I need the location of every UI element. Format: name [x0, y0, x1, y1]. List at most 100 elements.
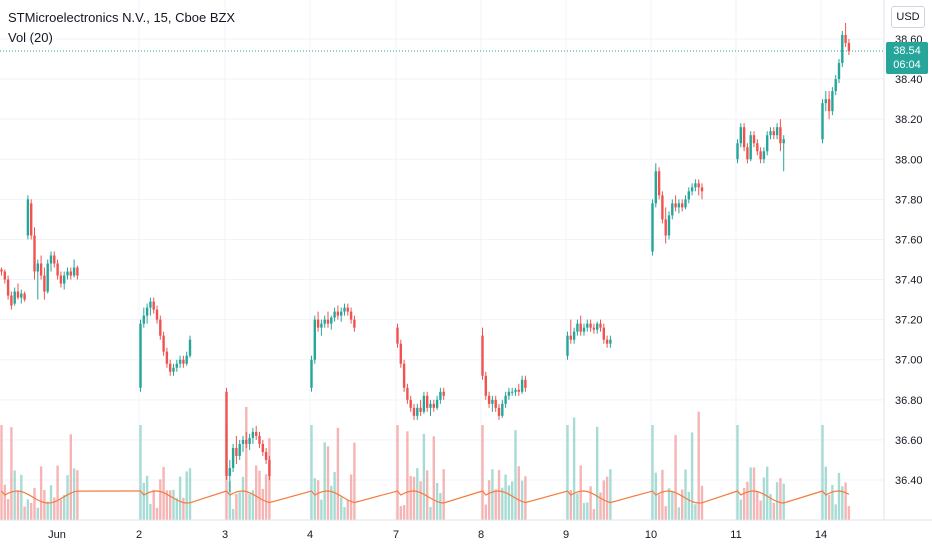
candle-up [422, 395, 426, 412]
candle-down [779, 127, 782, 144]
time-tick-label: 9 [563, 529, 569, 541]
candle-up [142, 315, 145, 324]
volume-bar [834, 504, 837, 520]
volume-bar [320, 499, 323, 520]
candle-up [501, 403, 504, 416]
volume-bar [582, 503, 586, 520]
volume-bar [59, 499, 63, 520]
candle-up [582, 327, 586, 332]
candle-down [487, 395, 491, 404]
price-tick-label: 38.20 [895, 114, 923, 126]
volume-bar [39, 466, 43, 520]
candle-up [188, 339, 192, 356]
candle-up [343, 307, 346, 312]
volume-bar [494, 489, 497, 520]
candle-up [821, 103, 824, 140]
candle-down [16, 291, 20, 298]
volume-bar [33, 488, 36, 520]
volume-bar [162, 467, 165, 520]
candle-down [742, 127, 746, 148]
candle-up [323, 319, 326, 324]
volume-bar [576, 493, 579, 520]
candle-down [245, 439, 248, 444]
candle-up [72, 267, 76, 276]
volume-bar [667, 488, 671, 520]
candle-up [609, 339, 612, 344]
candle-up [49, 255, 53, 264]
volume-bar [152, 489, 155, 520]
time-tick-label: Jun [48, 529, 66, 541]
volume-bar [841, 486, 844, 520]
candle-up [586, 323, 589, 328]
candle-up [782, 139, 785, 144]
candle-up [228, 467, 231, 476]
candle-up [775, 127, 779, 136]
price-tick-label: 37.60 [895, 234, 923, 246]
symbol-title[interactable]: STMicroelectronics N.V., 15, Cboe BZX [8, 10, 236, 25]
volume-bar [520, 480, 524, 520]
volume-bar [185, 471, 188, 520]
volume-bar [504, 474, 507, 520]
volume-bar [422, 433, 426, 520]
candle-down [517, 389, 520, 392]
volume-bar [759, 500, 762, 520]
volume-bar [172, 489, 175, 520]
volume-bar [592, 509, 596, 520]
volume-bar [145, 475, 149, 520]
volume-bar [346, 499, 349, 520]
candle-down [69, 271, 72, 276]
candle-down [681, 203, 684, 208]
time-tick-label: 7 [393, 529, 399, 541]
candle-down [661, 195, 664, 220]
candle-down [56, 263, 59, 276]
candle-up [139, 323, 142, 388]
volume-bar [821, 425, 824, 520]
price-axis[interactable]: 36.40 36.60 36.80 37.00 37.20 37.40 37.60 37.80… [895, 34, 923, 487]
time-tick-label: 10 [645, 529, 657, 541]
volume-bar [690, 432, 694, 520]
candle-down [23, 293, 26, 300]
candle-up [340, 311, 343, 316]
volume-indicator-label[interactable]: Vol (20) [8, 30, 53, 45]
volume-bar [837, 472, 841, 520]
candle-down [349, 311, 353, 320]
candle-down [569, 335, 572, 340]
volume-bar [402, 505, 406, 520]
volume-bar [139, 425, 142, 520]
candle-up [320, 323, 323, 328]
currency-button[interactable]: USD [891, 6, 925, 28]
candle-up [36, 263, 39, 272]
volume-bar [6, 499, 10, 520]
volume-bar [43, 490, 46, 520]
volume-bar [261, 488, 264, 520]
candle-down [746, 147, 749, 160]
volume-bar [766, 466, 769, 520]
candle-up [654, 171, 657, 204]
volume-bar [426, 470, 429, 520]
candle-down [772, 131, 775, 136]
volume-bar [566, 425, 569, 520]
volume-bar [756, 491, 759, 520]
candle-down [336, 311, 340, 316]
candle-down [402, 363, 406, 388]
candle-down [827, 99, 831, 112]
volume-bar [409, 475, 412, 520]
candle-up [690, 187, 694, 192]
candle-down [6, 279, 10, 296]
volume-bar [399, 506, 402, 520]
volume-bar [349, 474, 353, 520]
candle-up [238, 443, 241, 456]
volume-bar [76, 470, 79, 520]
volume-bar [3, 484, 6, 520]
volume-bar [824, 466, 827, 520]
time-axis[interactable]: Jun 2 3 4 7 8 9 10 11 14 [48, 529, 827, 541]
volume-bar [586, 502, 589, 520]
volume-bar [406, 431, 409, 520]
candle-up [435, 399, 439, 408]
volume-bar [432, 436, 435, 520]
candle-up [576, 323, 579, 332]
volume-bar [248, 493, 251, 520]
candle-up [13, 291, 16, 304]
candle-down [268, 459, 271, 476]
